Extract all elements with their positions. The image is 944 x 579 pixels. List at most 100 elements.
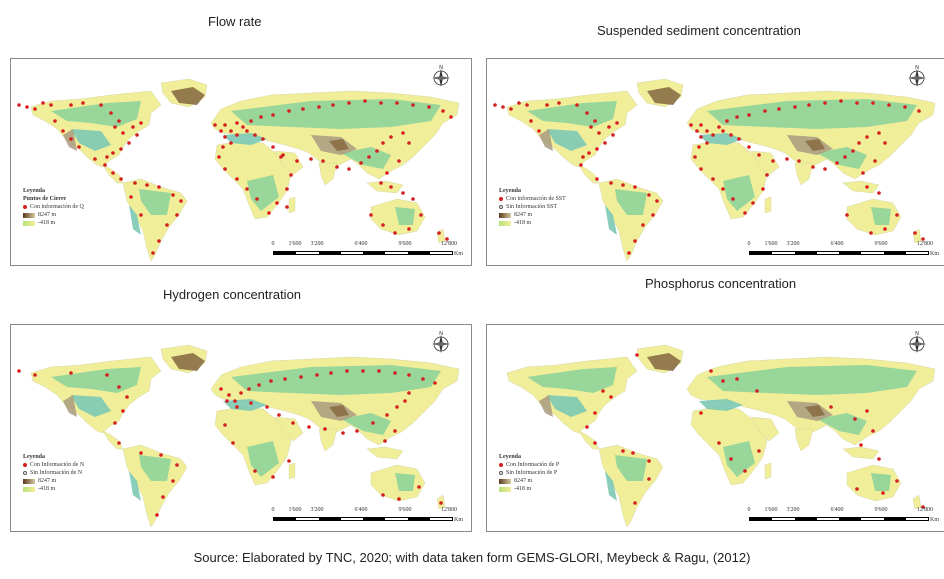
red-dot-icon bbox=[23, 205, 27, 209]
closing-point-marker bbox=[589, 125, 593, 129]
closing-point-marker bbox=[407, 227, 411, 231]
closing-point-marker bbox=[517, 101, 521, 105]
closing-point-marker bbox=[609, 181, 613, 185]
landmass bbox=[842, 446, 880, 460]
closing-point-marker bbox=[275, 201, 279, 205]
compass-rose-icon: N bbox=[908, 65, 926, 87]
closing-point-marker bbox=[765, 173, 769, 177]
world-map bbox=[487, 325, 944, 531]
closing-point-marker bbox=[119, 177, 123, 181]
scale-tick-label: 1'600 bbox=[764, 241, 778, 247]
closing-point-marker bbox=[695, 129, 699, 133]
closing-point-marker bbox=[299, 375, 303, 379]
closing-point-marker bbox=[379, 181, 383, 185]
open-dot-icon bbox=[23, 471, 27, 475]
closing-point-marker bbox=[501, 105, 505, 109]
closing-point-marker bbox=[283, 377, 287, 381]
closing-point-marker bbox=[247, 387, 251, 391]
closing-point-marker bbox=[285, 187, 289, 191]
closing-point-marker bbox=[103, 163, 107, 167]
closing-point-marker bbox=[545, 103, 549, 107]
closing-point-marker bbox=[851, 149, 855, 153]
scale-tick-label: 1'600 bbox=[288, 507, 302, 513]
legend-item-label: Sin Información de N bbox=[30, 470, 83, 476]
closing-point-marker bbox=[855, 101, 859, 105]
vegetation-zone bbox=[871, 473, 891, 491]
closing-point-marker bbox=[575, 103, 579, 107]
closing-point-marker bbox=[69, 371, 73, 375]
closing-point-marker bbox=[785, 157, 789, 161]
closing-point-marker bbox=[861, 171, 865, 175]
closing-point-marker bbox=[581, 155, 585, 159]
vegetation-zone bbox=[707, 365, 917, 395]
closing-point-marker bbox=[225, 399, 229, 403]
closing-point-marker bbox=[585, 111, 589, 115]
closing-point-marker bbox=[159, 453, 163, 457]
closing-point-marker bbox=[757, 449, 761, 453]
closing-point-marker bbox=[895, 213, 899, 217]
closing-point-marker bbox=[449, 115, 453, 119]
closing-point-marker bbox=[121, 131, 125, 135]
closing-point-marker bbox=[105, 373, 109, 377]
closing-point-marker bbox=[253, 469, 257, 473]
vegetation-zone bbox=[139, 455, 171, 481]
closing-point-marker bbox=[865, 185, 869, 189]
elevation-zone bbox=[71, 129, 111, 151]
legend-heading: Leyenda bbox=[499, 188, 522, 194]
closing-point-marker bbox=[145, 183, 149, 187]
vegetation-zone bbox=[231, 365, 441, 395]
closing-point-marker bbox=[363, 99, 367, 103]
closing-point-marker bbox=[877, 457, 881, 461]
open-dot-icon bbox=[499, 205, 503, 209]
closing-point-marker bbox=[245, 129, 249, 133]
closing-point-marker bbox=[407, 391, 411, 395]
closing-point-marker bbox=[109, 111, 113, 115]
landmass bbox=[794, 428, 814, 452]
closing-point-marker bbox=[729, 133, 733, 137]
closing-point-marker bbox=[525, 103, 529, 107]
closing-point-marker bbox=[175, 463, 179, 467]
closing-point-marker bbox=[111, 151, 115, 155]
closing-point-marker bbox=[279, 155, 283, 159]
compass-rose-icon: N bbox=[432, 65, 450, 87]
elevation-swatch-icon bbox=[499, 220, 511, 226]
closing-point-marker bbox=[699, 411, 703, 415]
closing-point-marker bbox=[417, 485, 421, 489]
closing-point-marker bbox=[239, 391, 243, 395]
closing-point-marker bbox=[697, 145, 701, 149]
closing-point-marker bbox=[607, 125, 611, 129]
closing-point-marker bbox=[721, 379, 725, 383]
legend-item-label: Con Información de P bbox=[506, 462, 560, 468]
closing-point-marker bbox=[235, 177, 239, 181]
closing-point-marker bbox=[381, 223, 385, 227]
closing-point-marker bbox=[235, 133, 239, 137]
compass-rose-icon: N bbox=[908, 331, 926, 353]
legend-elevation-row: 8247 m bbox=[499, 211, 566, 219]
closing-point-marker bbox=[651, 213, 655, 217]
closing-point-marker bbox=[585, 425, 589, 429]
closing-point-marker bbox=[377, 369, 381, 373]
world-map bbox=[11, 325, 471, 531]
closing-point-marker bbox=[379, 101, 383, 105]
scale-tick-label: 6'400 bbox=[354, 507, 368, 513]
closing-point-marker bbox=[421, 377, 425, 381]
world-map bbox=[487, 59, 944, 265]
closing-point-marker bbox=[361, 369, 365, 373]
landmass bbox=[366, 180, 404, 194]
closing-point-marker bbox=[763, 109, 767, 113]
closing-point-marker bbox=[223, 123, 227, 127]
closing-point-marker bbox=[761, 187, 765, 191]
closing-point-marker bbox=[751, 201, 755, 205]
legend-heading: Leyenda bbox=[23, 188, 46, 194]
closing-point-marker bbox=[219, 387, 223, 391]
closing-point-marker bbox=[345, 369, 349, 373]
closing-point-marker bbox=[255, 197, 259, 201]
scale-tick-label: 3'200 bbox=[310, 507, 324, 513]
panel-title-suspended-sediment: Suspended sediment concentration bbox=[597, 23, 801, 38]
svg-text:N: N bbox=[915, 65, 919, 71]
svg-text:N: N bbox=[439, 331, 443, 337]
closing-point-marker bbox=[245, 187, 249, 191]
closing-point-marker bbox=[445, 237, 449, 241]
vegetation-zone bbox=[395, 207, 415, 225]
closing-point-marker bbox=[407, 141, 411, 145]
